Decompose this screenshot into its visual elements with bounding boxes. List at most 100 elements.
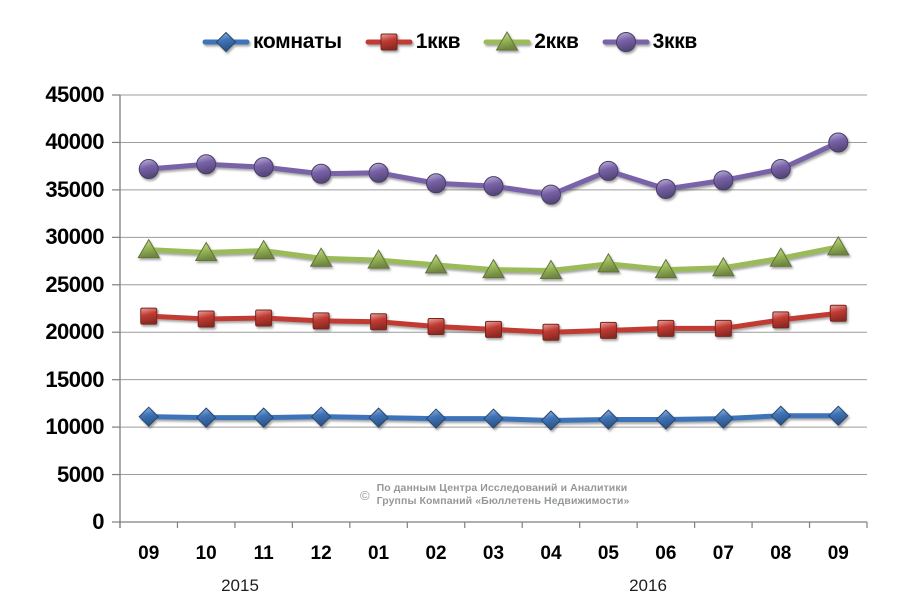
square-marker-icon — [772, 311, 790, 329]
triangle-marker-icon — [597, 252, 620, 273]
circle-marker-icon — [368, 162, 389, 183]
y-axis-label: 45000 — [45, 82, 104, 107]
circle-marker-icon — [483, 176, 504, 197]
y-axis-label: 0 — [92, 509, 104, 534]
axes — [119, 95, 867, 528]
series-komnaty — [138, 405, 849, 431]
diamond-marker-icon — [483, 408, 504, 429]
diamond-marker-icon — [828, 405, 849, 426]
square-legend-marker-icon — [380, 33, 398, 51]
legend-label: 2ккв — [534, 30, 579, 53]
diamond-marker-icon — [425, 408, 447, 429]
circle-marker-icon — [713, 170, 734, 191]
circle-marker-icon — [253, 157, 274, 178]
square-marker-icon — [312, 312, 330, 330]
series-3kkv — [138, 132, 849, 205]
axis-ticks — [112, 94, 868, 528]
square-marker-icon — [657, 319, 675, 337]
x-axis-label: 10 — [195, 543, 217, 564]
copyright-icon: © — [360, 487, 370, 503]
square-marker-icon — [829, 304, 847, 322]
square-legend-marker-icon — [365, 33, 413, 51]
triangle-marker-icon — [826, 235, 850, 256]
x-axis-label: 04 — [540, 543, 562, 564]
x-axis-label: 03 — [482, 543, 505, 564]
diamond-marker-icon — [598, 409, 619, 430]
diamond-marker-icon — [195, 407, 217, 428]
legend-label: 1ккв — [415, 30, 461, 53]
x-axis-label: 12 — [310, 543, 332, 564]
x-axis-label: 06 — [655, 543, 677, 564]
diamond-legend-marker-icon — [202, 31, 250, 53]
triangle-marker-icon — [482, 258, 505, 279]
circle-marker-icon — [426, 173, 447, 194]
diamond-marker-icon — [655, 409, 677, 430]
line-chart-canvas — [112, 94, 868, 528]
triangle-marker-icon — [654, 258, 678, 279]
triangle-legend-marker-icon — [495, 31, 519, 51]
triangle-marker-icon — [711, 256, 735, 277]
circle-marker-icon — [311, 163, 332, 184]
diamond-marker-icon — [770, 405, 792, 426]
circle-marker-icon — [828, 132, 849, 153]
y-axis-label: 35000 — [45, 176, 104, 202]
y-axis-label: 5000 — [57, 461, 104, 487]
x-axis-label: 09 — [827, 543, 849, 564]
circle-marker-icon — [138, 159, 159, 180]
watermark-line1: По данным Центра Исследований и Аналитик… — [376, 482, 628, 494]
watermark-line2: Группы Компаний «Бюллетень Недвижимости» — [376, 495, 630, 507]
triangle-marker-icon — [252, 239, 276, 260]
x-axis-label: 01 — [367, 543, 390, 564]
square-marker-icon — [427, 318, 445, 336]
y-axis-label: 30000 — [45, 224, 104, 250]
triangle-marker-icon — [194, 241, 218, 262]
square-marker-icon — [542, 323, 560, 341]
diamond-marker-icon — [310, 406, 332, 427]
square-marker-icon — [140, 307, 158, 325]
circle-legend-marker-icon — [602, 32, 650, 52]
x-axis-label: 02 — [425, 543, 447, 564]
triangle-marker-icon — [137, 238, 161, 259]
diamond-marker-icon — [138, 406, 159, 427]
circle-marker-icon — [540, 184, 561, 205]
y-axis-label: 20000 — [45, 319, 104, 345]
x-axis-label: 11 — [253, 543, 274, 564]
square-marker-icon — [485, 320, 502, 338]
square-marker-icon — [197, 310, 215, 328]
circle-marker-icon — [598, 160, 619, 181]
triangle-marker-icon — [539, 259, 563, 280]
y-axis-label: 10000 — [45, 414, 104, 440]
circle-marker-icon — [655, 178, 676, 199]
y-axis-label: 15000 — [45, 366, 104, 392]
triangle-marker-icon — [367, 249, 390, 269]
x-axis-year-label: 2016 — [629, 576, 667, 595]
diamond-marker-icon — [540, 410, 562, 431]
triangle-legend-marker-icon — [483, 31, 531, 51]
diamond-marker-icon — [368, 407, 389, 428]
circle-marker-icon — [770, 159, 791, 180]
legend-item-2kkv: 2ккв — [483, 28, 579, 56]
y-axis-label: 25000 — [45, 271, 104, 297]
legend-item-3kkv: 3ккв — [602, 28, 697, 56]
y-axis-label: 40000 — [45, 129, 104, 155]
diamond-marker-icon — [253, 407, 274, 428]
square-marker-icon — [370, 313, 388, 331]
series-2kkv — [137, 235, 850, 280]
triangle-marker-icon — [769, 247, 793, 267]
x-axis-label: 05 — [597, 543, 619, 564]
triangle-marker-icon — [424, 253, 448, 274]
legend-item-1kkv: 1ккв — [365, 28, 461, 56]
triangle-marker-icon — [309, 247, 333, 267]
x-axis-label: 09 — [138, 543, 160, 564]
x-axis-label: 07 — [712, 543, 734, 564]
x-axis-label: 08 — [770, 543, 792, 564]
chart-legend: комнаты 1ккв 2ккв 3ккв — [0, 28, 900, 56]
diamond-marker-icon — [713, 408, 734, 429]
square-marker-icon — [714, 319, 732, 337]
square-marker-icon — [599, 321, 617, 339]
legend-item-komnaty: комнаты — [202, 28, 342, 56]
circle-marker-icon — [196, 154, 217, 175]
circle-legend-marker-icon — [615, 32, 636, 52]
diamond-legend-marker-icon — [215, 31, 237, 53]
